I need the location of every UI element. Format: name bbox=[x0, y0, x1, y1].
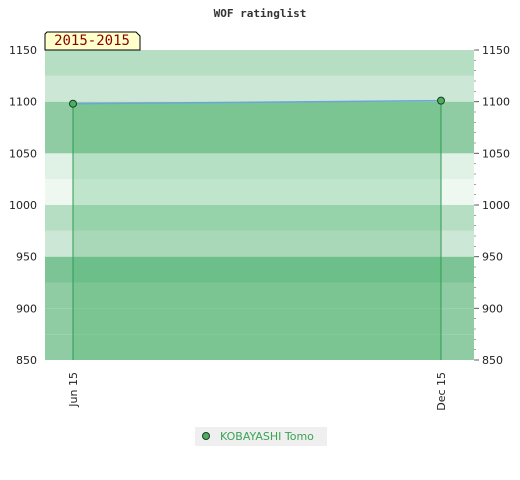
background-band bbox=[45, 127, 474, 154]
legend-marker-icon bbox=[202, 432, 210, 440]
background-band bbox=[45, 75, 474, 102]
y-tick-label-right: 850 bbox=[482, 354, 503, 367]
background-band bbox=[45, 308, 474, 335]
data-point bbox=[437, 96, 445, 105]
y-tick-label-left: 850 bbox=[16, 354, 37, 367]
data-point bbox=[69, 99, 77, 108]
y-tick-label-left: 950 bbox=[16, 251, 37, 264]
background-band bbox=[45, 153, 474, 180]
x-tick-label: Jun 15 bbox=[67, 372, 80, 408]
y-tick-label-left: 900 bbox=[16, 302, 37, 315]
y-axis-ticks: 850 850 900 900 950 950 1000 1000 1050 1050 1100 11… bbox=[9, 44, 510, 367]
legend[interactable]: KOBAYASHI Tomo bbox=[195, 427, 327, 446]
legend-background bbox=[195, 427, 327, 446]
y-tick-label-left: 1150 bbox=[9, 44, 37, 57]
y-tick-label-right: 900 bbox=[482, 302, 503, 315]
background-band bbox=[45, 205, 474, 231]
y-tick-label-right: 1000 bbox=[482, 199, 510, 212]
y-tick-label-left: 1100 bbox=[9, 96, 37, 109]
x-axis-ticks: Jun 15 Dec 15 bbox=[67, 372, 448, 411]
background-band bbox=[45, 101, 474, 128]
background-band bbox=[45, 334, 474, 360]
period-label-box: 2015-2015 bbox=[44, 31, 141, 51]
series-area-fill bbox=[73, 100, 441, 360]
period-label-background bbox=[44, 31, 141, 51]
y-tick-label-right: 1100 bbox=[482, 96, 510, 109]
background-band bbox=[45, 230, 474, 257]
period-label: 2015-2015 bbox=[54, 33, 130, 49]
legend-label[interactable]: KOBAYASHI Tomo bbox=[220, 430, 314, 443]
background-band bbox=[45, 282, 474, 309]
series-line bbox=[72, 99, 442, 105]
background-bands bbox=[45, 50, 474, 360]
x-tick-label: Dec 15 bbox=[435, 372, 448, 411]
background-band bbox=[45, 256, 474, 283]
y-tick-label-right: 1050 bbox=[482, 147, 510, 160]
y-tick-label-left: 1050 bbox=[9, 147, 37, 160]
y-tick-label-right: 1150 bbox=[482, 44, 510, 57]
series-line-path bbox=[72, 99, 442, 105]
background-band bbox=[45, 50, 474, 76]
y-tick-label-left: 1000 bbox=[9, 199, 37, 212]
chart-title: WOF ratinglist bbox=[214, 7, 307, 20]
y-tick-label-right: 950 bbox=[482, 251, 503, 264]
series-area bbox=[72, 100, 442, 360]
background-band bbox=[45, 179, 474, 205]
series-markers bbox=[69, 96, 445, 108]
